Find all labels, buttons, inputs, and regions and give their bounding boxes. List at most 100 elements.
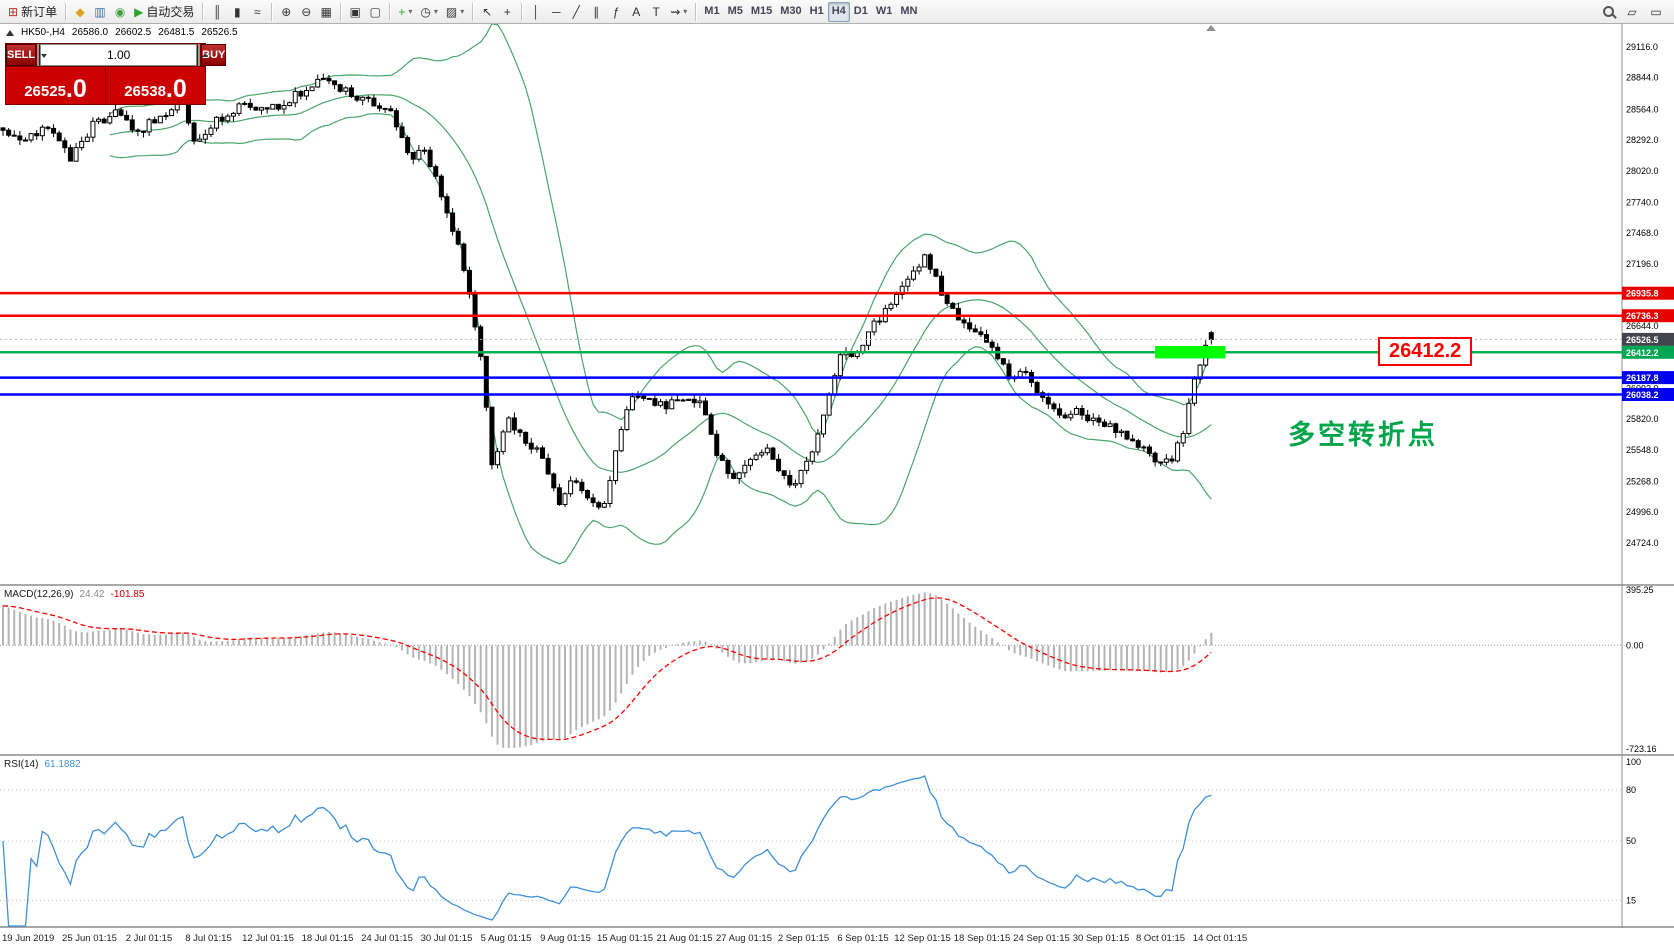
text-icon[interactable]: A bbox=[626, 2, 646, 22]
new-order-button[interactable]: ⊞ 新订单 bbox=[4, 2, 61, 22]
dropdown-arrow-icon: ▾ bbox=[460, 7, 465, 16]
search-icon[interactable] bbox=[1598, 2, 1618, 22]
svg-text:24 Sep 01:15: 24 Sep 01:15 bbox=[1013, 933, 1070, 944]
highlight-zone[interactable] bbox=[1155, 346, 1226, 359]
tile-windows-icon[interactable]: ▦ bbox=[316, 2, 336, 22]
volume-increase-button[interactable] bbox=[198, 44, 209, 66]
timeframe-m5-button[interactable]: M5 bbox=[724, 2, 747, 22]
horizontal-lines bbox=[0, 291, 1622, 396]
svg-text:80: 80 bbox=[1626, 785, 1636, 795]
buy-button[interactable]: BUY bbox=[201, 44, 227, 66]
template-button[interactable]: ▨ ▾ bbox=[442, 2, 468, 22]
svg-text:26187.8: 26187.8 bbox=[1626, 373, 1659, 383]
one-click-panel-toggle-icon[interactable] bbox=[6, 29, 14, 36]
timeframe-h1-button[interactable]: H1 bbox=[806, 2, 828, 22]
charts-icon-glyph: ▥ bbox=[94, 4, 106, 19]
svg-text:28292.0: 28292.0 bbox=[1626, 135, 1659, 145]
channel-icon[interactable]: ∥ bbox=[586, 2, 606, 22]
cursor-icon-glyph: ↖ bbox=[482, 4, 493, 19]
timeframe-h4-button[interactable]: H4 bbox=[827, 1, 850, 22]
buy-price-decimal: .0 bbox=[165, 75, 187, 103]
toolbar-right-buttons: ▱ ▭ bbox=[1598, 2, 1670, 22]
one-click-trading-panel: SELL BUY 26525.0 26538.0 bbox=[5, 43, 227, 105]
svg-text:6 Sep 01:15: 6 Sep 01:15 bbox=[837, 933, 888, 944]
fullscreen-icon[interactable]: ▱ bbox=[1622, 2, 1642, 22]
new-window-icon[interactable]: ▭ bbox=[1646, 2, 1666, 22]
horizontal-line-icon[interactable]: ─ bbox=[546, 2, 566, 22]
svg-text:27196.0: 27196.0 bbox=[1626, 259, 1659, 269]
bollinger-bands bbox=[109, 23, 1212, 565]
tile-windows-icon-glyph: ▦ bbox=[320, 4, 332, 19]
zoom-out-icon[interactable]: ⊖ bbox=[296, 2, 316, 22]
rsi-scale: 100 80 50 15 bbox=[1626, 757, 1641, 906]
timeframe-m5-glyph: M5 bbox=[727, 5, 743, 17]
arrows-button[interactable]: ⇝ ▾ bbox=[666, 2, 691, 22]
vertical-line-icon[interactable]: │ bbox=[526, 2, 546, 22]
buy-price-display[interactable]: 26538.0 bbox=[106, 67, 205, 104]
volume-decrease-button[interactable] bbox=[37, 44, 48, 66]
toolbar-separator bbox=[521, 2, 523, 21]
svg-text:27468.0: 27468.0 bbox=[1626, 228, 1659, 238]
rsi-panel bbox=[0, 775, 1622, 927]
macd-label: MACD(12,26,9) 24.42 -101.85 bbox=[4, 589, 144, 600]
timeframe-w1-glyph: W1 bbox=[875, 5, 893, 17]
timeframe-m30-button[interactable]: M30 bbox=[776, 2, 805, 22]
timeframe-mn-button[interactable]: MN bbox=[896, 2, 921, 22]
svg-text:26736.3: 26736.3 bbox=[1626, 311, 1659, 321]
sell-price-display[interactable]: 26525.0 bbox=[6, 67, 105, 104]
symbol-period-label: HK50-,H4 bbox=[21, 27, 65, 38]
bar-chart-icon[interactable]: ║ bbox=[207, 2, 227, 22]
line-chart-icon[interactable]: ≈ bbox=[247, 2, 267, 22]
toolbar-separator bbox=[340, 2, 342, 21]
macd-value: 24.42 bbox=[79, 589, 105, 600]
svg-text:0.00: 0.00 bbox=[1626, 640, 1644, 650]
add-indicator-button[interactable]: + ▾ bbox=[394, 2, 416, 22]
period-selector-button[interactable]: ◷ ▾ bbox=[416, 2, 442, 22]
timeframe-d1-button[interactable]: D1 bbox=[850, 2, 872, 22]
text-icon-glyph: A bbox=[632, 4, 641, 19]
svg-text:26935.8: 26935.8 bbox=[1626, 289, 1659, 299]
candlestick-chart-icon[interactable]: ▮ bbox=[227, 2, 247, 22]
crosshair-icon[interactable]: + bbox=[497, 2, 517, 22]
svg-text:14 Oct 01:15: 14 Oct 01:15 bbox=[1193, 933, 1247, 944]
trendline-icon[interactable]: ╱ bbox=[566, 2, 586, 22]
svg-text:24724.0: 24724.0 bbox=[1626, 538, 1659, 548]
refresh-icon[interactable]: ◉ bbox=[110, 2, 130, 22]
toolbar-separator bbox=[695, 2, 697, 21]
macd-signal-line bbox=[2, 597, 1212, 741]
fibonacci-icon[interactable]: ƒ bbox=[606, 2, 626, 22]
svg-text:8 Jul 01:15: 8 Jul 01:15 bbox=[185, 933, 231, 944]
svg-text:21 Aug 01:15: 21 Aug 01:15 bbox=[657, 933, 713, 944]
close-price: 26526.5 bbox=[201, 27, 238, 38]
text-label-icon[interactable]: T bbox=[646, 2, 666, 22]
zoom-in-icon-glyph: ⊕ bbox=[281, 4, 292, 19]
zoom-in-icon[interactable]: ⊕ bbox=[276, 2, 296, 22]
timeframe-w1-button[interactable]: W1 bbox=[872, 2, 897, 22]
sell-button[interactable]: SELL bbox=[6, 44, 37, 66]
svg-text:12 Sep 01:15: 12 Sep 01:15 bbox=[894, 933, 951, 944]
time-axis: 19 Jun 2019 25 Jun 01:15 2 Jul 01:15 8 Jul … bbox=[2, 933, 1247, 944]
auto-arrange-icon[interactable]: ▣ bbox=[345, 2, 365, 22]
new-window-icon-glyph: ▭ bbox=[1650, 4, 1662, 19]
price-callout[interactable]: 26412.2 bbox=[1378, 337, 1473, 366]
cursor-icon[interactable]: ↖ bbox=[477, 2, 497, 22]
volume-input[interactable] bbox=[40, 44, 198, 66]
panel-separators bbox=[0, 24, 1674, 928]
svg-text:15 Aug 01:15: 15 Aug 01:15 bbox=[597, 933, 653, 944]
cascade-windows-icon[interactable]: ▢ bbox=[365, 2, 385, 22]
autotrading-button-label: 自动交易 bbox=[146, 5, 195, 19]
toolbar-separator bbox=[472, 2, 474, 21]
chart-shift-marker[interactable] bbox=[1206, 25, 1216, 31]
dropdown-arrow-icon: ▾ bbox=[683, 7, 688, 16]
svg-text:29116.0: 29116.0 bbox=[1626, 42, 1658, 52]
profiles-icon[interactable]: ◆ bbox=[70, 2, 90, 22]
timeframe-m15-button[interactable]: M15 bbox=[747, 2, 776, 22]
period-selector-glyph: ◷ bbox=[420, 4, 431, 19]
new-order-button-label: 新订单 bbox=[21, 5, 58, 19]
charts-icon[interactable]: ▥ bbox=[90, 2, 110, 22]
timeframe-m1-button[interactable]: M1 bbox=[700, 2, 723, 22]
toolbar-separator bbox=[389, 2, 391, 21]
svg-text:28564.0: 28564.0 bbox=[1626, 104, 1659, 114]
autotrading-button[interactable]: ▶ 自动交易 bbox=[130, 2, 198, 22]
